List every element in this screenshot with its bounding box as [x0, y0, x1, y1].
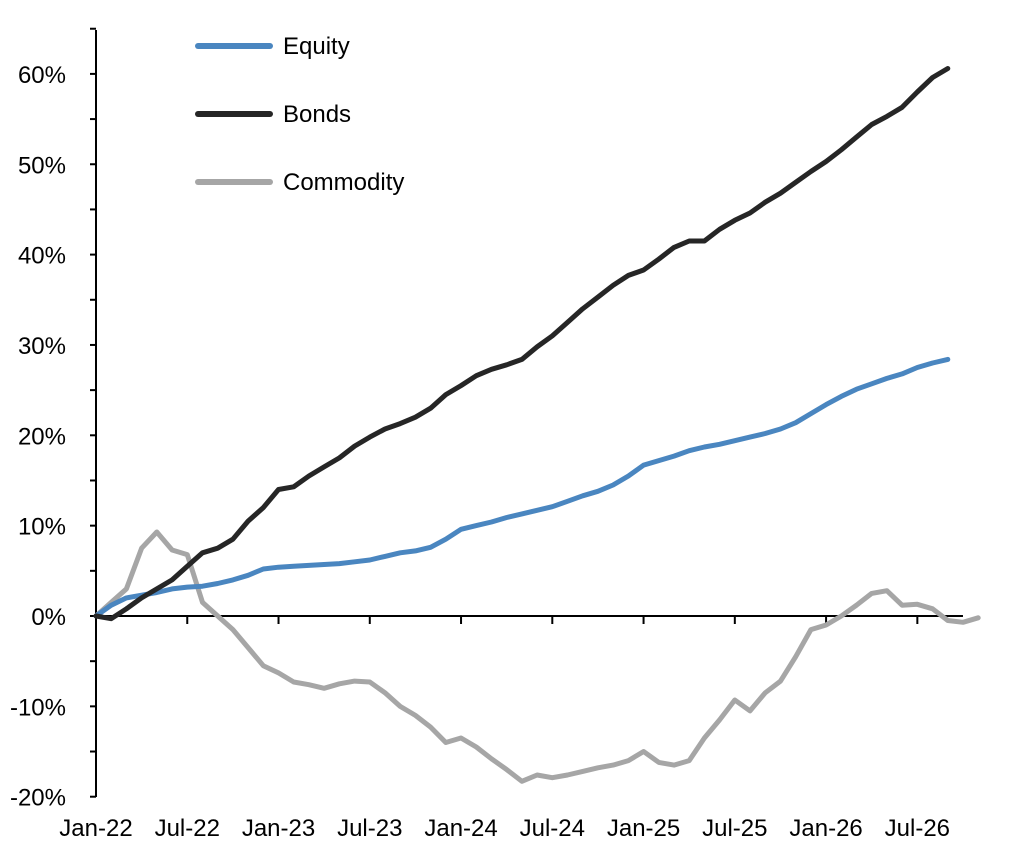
legend-label-bonds: Bonds: [283, 101, 351, 128]
bonds-line: [93, 66, 951, 622]
legend-label-commodity: Commodity: [283, 169, 404, 196]
y-tick-label: 50%: [18, 152, 66, 179]
x-tick-label: Jul-22: [155, 815, 220, 842]
x-tick-label: Jul-25: [702, 815, 767, 842]
axes: -20% -10% 0% 10% 20% 30% 40% 50% 60% Jan-22 Jul-22…: [10, 27, 963, 842]
x-tick-label: Jul-24: [520, 815, 585, 842]
commodity-line: [93, 529, 981, 784]
series-layer: [93, 66, 981, 784]
legend: Equity Bonds Commodity: [195, 33, 404, 196]
legend-label-equity: Equity: [283, 33, 350, 60]
y-tick-label: 40%: [18, 243, 66, 270]
y-tick-label: 10%: [18, 514, 66, 541]
y-tick-label: -20%: [10, 785, 66, 812]
legend-item-bonds: Bonds: [195, 101, 351, 128]
x-tick-label: Jan-25: [607, 815, 680, 842]
y-tick-label: 30%: [18, 333, 66, 360]
legend-item-equity: Equity: [195, 33, 350, 60]
equity-line: [93, 356, 951, 619]
x-tick-label: Jul-23: [337, 815, 402, 842]
y-tick-label: 60%: [18, 62, 66, 89]
legend-item-commodity: Commodity: [195, 169, 404, 196]
y-tick-label: 0%: [31, 604, 66, 631]
y-tick-label: -10%: [10, 694, 66, 721]
x-tick-label: Jul-26: [885, 815, 950, 842]
y-tick-label: 20%: [18, 423, 66, 450]
x-tick-label: Jan-22: [59, 815, 132, 842]
x-tick-label: Jan-26: [789, 815, 862, 842]
x-tick-label: Jan-23: [242, 815, 315, 842]
x-tick-label: Jan-24: [424, 815, 497, 842]
